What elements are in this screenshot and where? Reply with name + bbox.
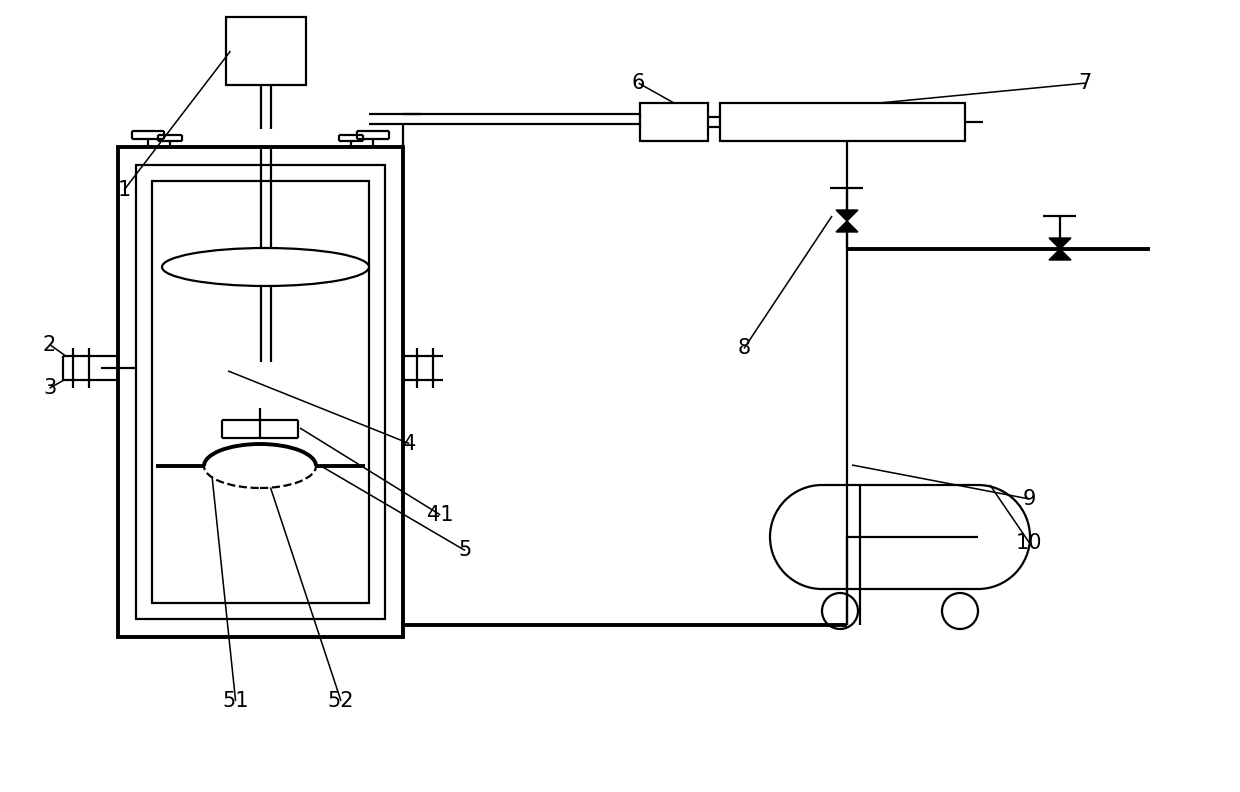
Text: 1: 1: [118, 180, 130, 200]
Bar: [153, 181, 370, 603]
Text: 8: 8: [738, 338, 750, 359]
Polygon shape: [836, 210, 858, 221]
Text: 3: 3: [43, 378, 56, 398]
Text: 2: 2: [43, 334, 56, 355]
Bar: [640, 103, 708, 141]
Text: 6: 6: [632, 73, 645, 93]
Bar: [118, 147, 403, 637]
Text: 52: 52: [327, 691, 355, 711]
Bar: [136, 165, 384, 619]
Text: 10: 10: [1016, 532, 1043, 553]
Polygon shape: [1049, 238, 1071, 249]
Text: 5: 5: [459, 540, 471, 561]
Text: 4: 4: [403, 433, 415, 454]
Ellipse shape: [205, 444, 316, 488]
Polygon shape: [836, 221, 858, 232]
Bar: [226, 17, 305, 85]
Ellipse shape: [162, 248, 370, 286]
Text: 9: 9: [1023, 489, 1035, 509]
Text: 51: 51: [222, 691, 249, 711]
Polygon shape: [1049, 249, 1071, 260]
Bar: [720, 103, 965, 141]
Text: 41: 41: [427, 505, 454, 525]
Text: 7: 7: [1079, 73, 1091, 93]
